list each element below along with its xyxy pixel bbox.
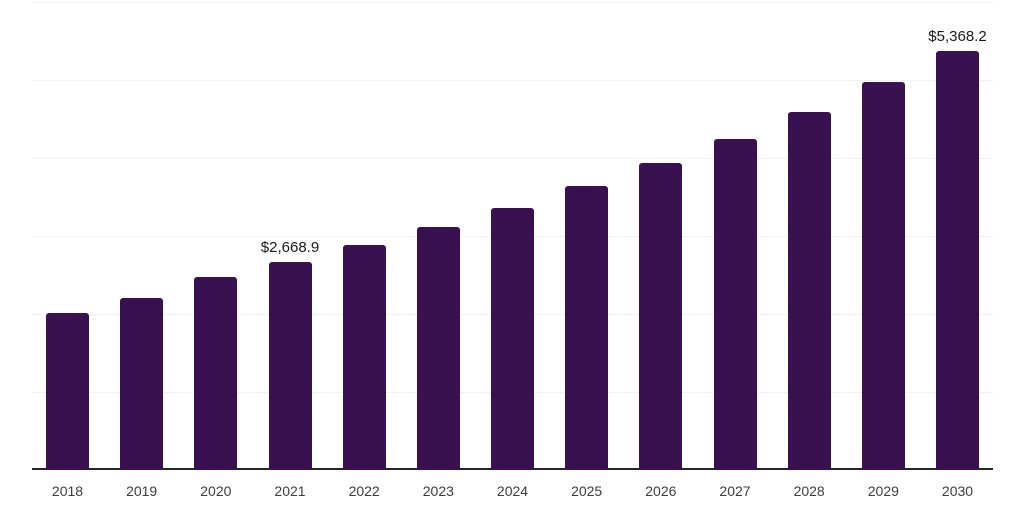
x-axis-label-2028: 2028 [793, 483, 825, 499]
x-axis-label-2026: 2026 [645, 483, 677, 499]
x-axis-label-2029: 2029 [867, 483, 899, 499]
x-axis-label-2018: 2018 [51, 483, 84, 499]
gridline-5000 [32, 80, 993, 81]
bar-2027 [713, 138, 757, 470]
bar-2019 [120, 298, 164, 470]
x-axis-label-2024: 2024 [496, 483, 529, 499]
bar-2028 [787, 111, 831, 470]
bar-2020 [194, 276, 238, 470]
x-axis-label-2023: 2023 [422, 483, 454, 499]
bar-2023 [416, 227, 460, 470]
bar-2025 [565, 186, 609, 470]
x-axis-label-2030: 2030 [941, 483, 974, 499]
x-axis-label-2022: 2022 [348, 483, 380, 499]
bar-2021 [268, 261, 312, 470]
gridline-4000 [32, 158, 993, 159]
bar-2024 [491, 207, 534, 470]
bar-2030 [936, 51, 979, 470]
x-axis-label-2020: 2020 [200, 483, 232, 499]
bar-2026 [639, 163, 683, 470]
gridline-6000 [32, 2, 993, 3]
x-axis-label-2019: 2019 [126, 483, 158, 499]
bar-value-label-2030: $5,368.2 [928, 28, 987, 46]
bar-2018 [46, 313, 89, 470]
x-axis-label-2025: 2025 [571, 483, 603, 499]
bar-value-label-2021: $2,668.9 [260, 238, 320, 256]
x-axis-label-2027: 2027 [719, 483, 751, 499]
bar-2029 [861, 81, 905, 470]
x-axis-label-2021: 2021 [274, 483, 306, 499]
bar-2022 [342, 244, 386, 470]
